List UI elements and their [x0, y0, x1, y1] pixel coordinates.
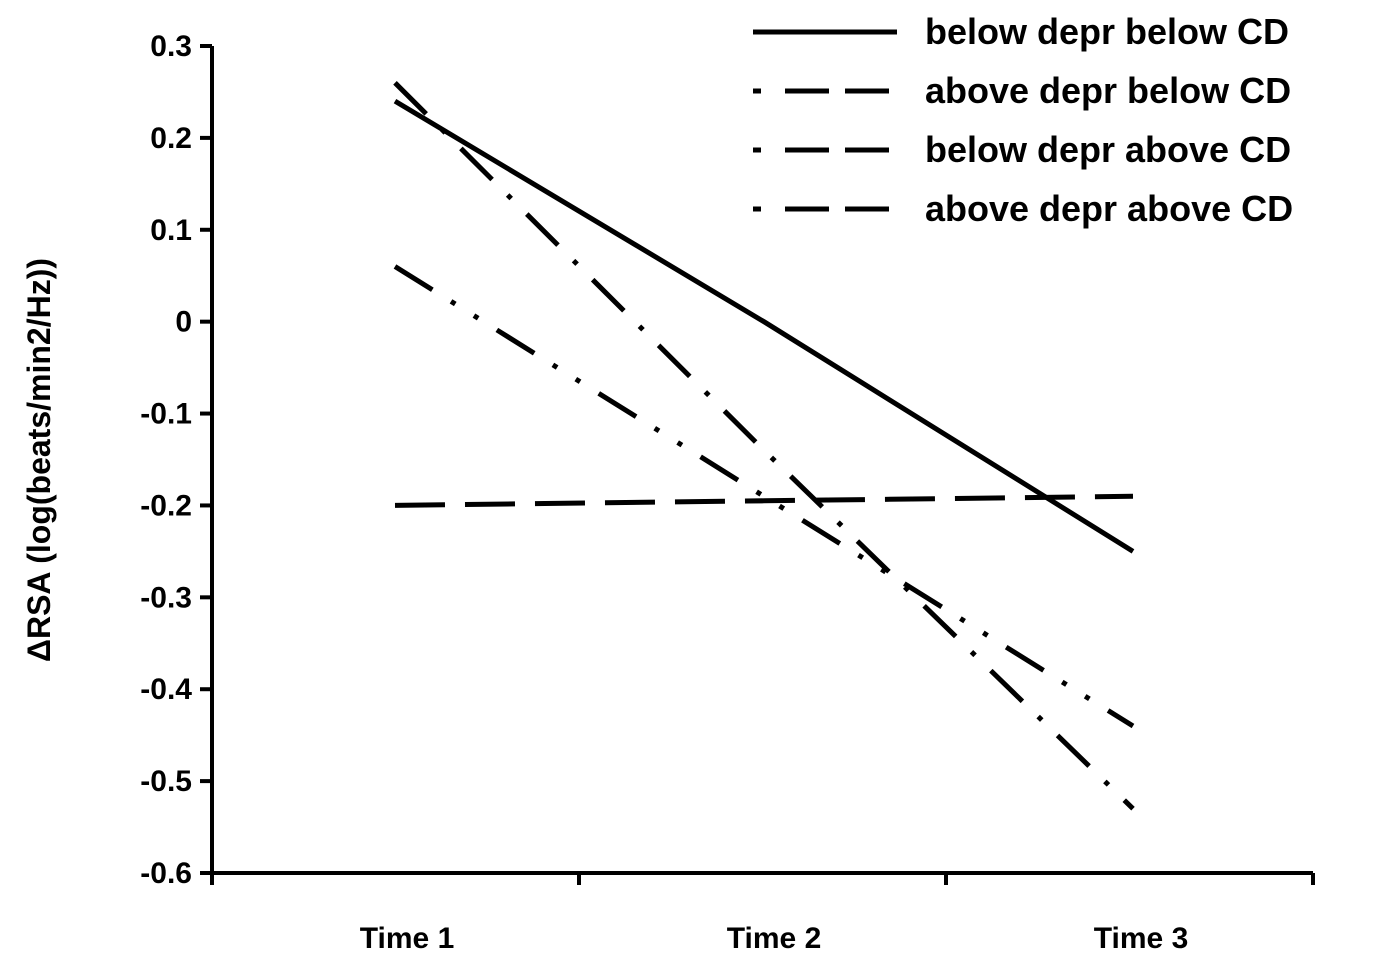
y-tick-label: -0.6: [140, 857, 192, 890]
legend-label: below depr below CD: [925, 11, 1289, 52]
legend-label: below depr above CD: [925, 129, 1291, 170]
legend: below depr below CD above depr below CD be…: [753, 11, 1293, 229]
y-tick-label: 0.1: [150, 214, 192, 247]
y-axis-ticks: 0.3 0.2 0.1 0 -0.1 -0.2 -0.3 -0.4 -0.5 -0.6: [140, 30, 212, 890]
y-tick-label: -0.1: [140, 398, 192, 431]
y-tick-label: -0.3: [140, 581, 192, 614]
axes: [210, 46, 1313, 875]
series-line-3: [394, 493, 1134, 508]
x-tick-label: Time 1: [360, 922, 455, 954]
series-line-4: [393, 264, 1135, 729]
y-tick-label: -0.5: [140, 765, 192, 798]
y-tick-label: 0.3: [150, 30, 192, 63]
y-tick-label: -0.2: [140, 489, 192, 522]
series-lines: [393, 81, 1135, 811]
series-line-2: [393, 81, 1135, 811]
x-tick-label: Time 3: [1094, 922, 1189, 954]
y-axis-title: ΔRSA (log(beats/min2/Hz)): [21, 258, 57, 662]
y-tick-label: 0: [175, 306, 192, 339]
x-tick-label: Time 2: [727, 922, 822, 954]
series-line-1: [393, 98, 1135, 554]
x-axis-ticks: Time 1 Time 2 Time 3: [210, 873, 1315, 955]
legend-label: above depr below CD: [925, 70, 1291, 111]
y-tick-label: 0.2: [150, 122, 192, 155]
legend-label: above depr above CD: [925, 188, 1293, 229]
y-tick-label: -0.4: [140, 673, 192, 706]
